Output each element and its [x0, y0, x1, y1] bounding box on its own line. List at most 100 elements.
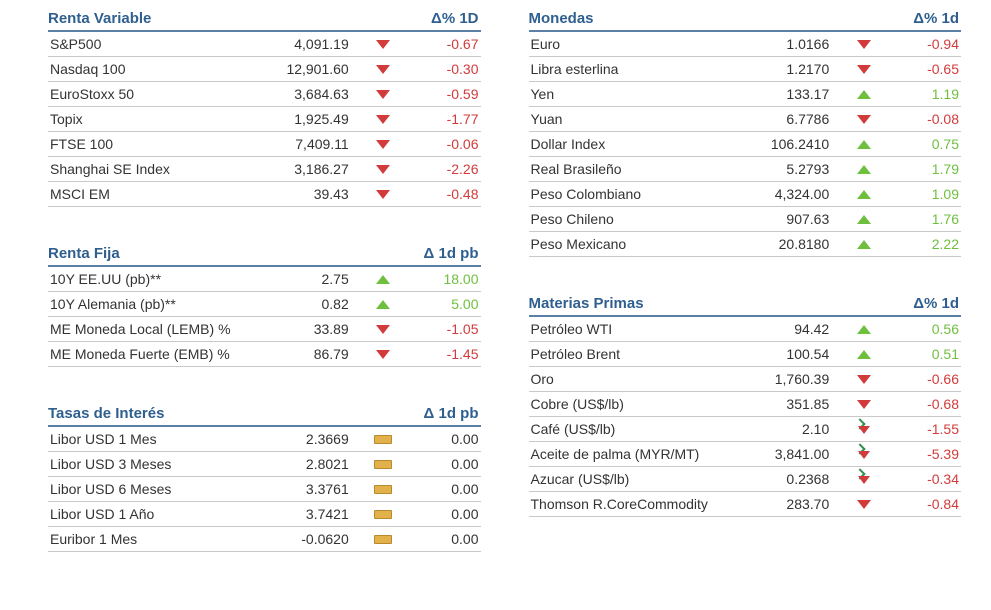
left-column: Renta VariableΔ% 1DS&P5004,091.19-0.67Na… — [48, 8, 481, 588]
instrument-name: Thomson R.CoreCommodity — [529, 492, 737, 517]
arrow-down-icon — [376, 65, 390, 74]
arrow-up-icon — [376, 275, 390, 284]
instrument-change: -0.66 — [896, 367, 961, 392]
direction-cell — [831, 442, 896, 467]
block-title: Monedas — [529, 10, 914, 27]
arrow-up-icon — [376, 300, 390, 309]
arrow-down-icon — [857, 115, 871, 124]
market-table: S&P5004,091.19 -0.67Nasdaq 10012,901.60-0… — [48, 32, 481, 207]
instrument-name: 10Y Alemania (pb)** — [48, 292, 256, 317]
instrument-change: -0.30 — [416, 57, 481, 82]
instrument-value: 3,684.63 — [256, 82, 351, 107]
direction-cell — [351, 292, 416, 317]
direction-cell — [831, 32, 896, 57]
instrument-value: -0.0620 — [256, 527, 351, 552]
arrow-down-icon — [857, 400, 871, 409]
table-row: Petróleo Brent100.540.51 — [529, 342, 962, 367]
instrument-change: -0.08 — [896, 107, 961, 132]
instrument-name: Peso Chileno — [529, 207, 737, 232]
block-title: Renta Variable — [48, 10, 431, 27]
instrument-change: -1.05 — [416, 317, 481, 342]
instrument-change: 1.19 — [896, 82, 961, 107]
instrument-name: FTSE 100 — [48, 132, 256, 157]
direction-cell — [831, 57, 896, 82]
block-title: Materias Primas — [529, 295, 914, 312]
arrow-up-icon — [857, 165, 871, 174]
block-delta-header: Δ% 1d — [913, 295, 961, 312]
instrument-change: -0.06 — [416, 132, 481, 157]
arrow-down-icon — [376, 190, 390, 199]
market-block: Renta FijaΔ 1d pb10Y EE.UU (pb)**2.7518.… — [48, 243, 481, 367]
table-row: Peso Colombiano4,324.001.09 — [529, 182, 962, 207]
instrument-name: Café (US$/lb) — [529, 417, 737, 442]
instrument-value: 4,324.00 — [736, 182, 831, 207]
direction-cell — [351, 267, 416, 292]
instrument-change: -5.39 — [896, 442, 961, 467]
market-table: Petróleo WTI94.420.56Petróleo Brent100.5… — [529, 317, 962, 517]
arrow-down-icon — [857, 375, 871, 384]
instrument-change: 1.09 — [896, 182, 961, 207]
instrument-change: -0.67 — [416, 32, 481, 57]
direction-cell — [351, 452, 416, 477]
instrument-change: 0.00 — [416, 452, 481, 477]
instrument-name: Libor USD 1 Año — [48, 502, 256, 527]
instrument-value: 3.3761 — [256, 477, 351, 502]
arrow-up-icon — [857, 325, 871, 334]
instrument-change: -1.77 — [416, 107, 481, 132]
market-dashboard: Renta VariableΔ% 1DS&P5004,091.19-0.67Na… — [0, 0, 991, 588]
table-row: Libra esterlina1.2170-0.65 — [529, 57, 962, 82]
direction-cell — [351, 107, 416, 132]
block-header: Renta VariableΔ% 1D — [48, 8, 481, 32]
instrument-change: -0.94 — [896, 32, 961, 57]
table-row: Shanghai SE Index3,186.27-2.26 — [48, 157, 481, 182]
instrument-name: Euro — [529, 32, 737, 57]
instrument-value: 2.3669 — [256, 427, 351, 452]
instrument-name: S&P500 — [48, 32, 256, 57]
instrument-value: 133.17 — [736, 82, 831, 107]
instrument-value: 0.82 — [256, 292, 351, 317]
tick-down-icon — [856, 422, 872, 434]
instrument-change: 2.22 — [896, 232, 961, 257]
instrument-value: 86.79 — [256, 342, 351, 367]
instrument-name: Yen — [529, 82, 737, 107]
instrument-value: 6.7786 — [736, 107, 831, 132]
instrument-change: -0.34 — [896, 467, 961, 492]
direction-cell — [351, 427, 416, 452]
instrument-value: 5.2793 — [736, 157, 831, 182]
instrument-name: Petróleo WTI — [529, 317, 737, 342]
market-block: Tasas de InterésΔ 1d pbLibor USD 1 Mes2.… — [48, 403, 481, 552]
instrument-name: Real Brasileño — [529, 157, 737, 182]
block-title: Tasas de Interés — [48, 405, 424, 422]
instrument-name: Libor USD 6 Meses — [48, 477, 256, 502]
instrument-name: Libor USD 3 Meses — [48, 452, 256, 477]
table-row: Azucar (US$/lb)0.2368-0.34 — [529, 467, 962, 492]
instrument-change: 0.51 — [896, 342, 961, 367]
table-row: 10Y EE.UU (pb)**2.7518.00 — [48, 267, 481, 292]
direction-cell — [351, 182, 416, 207]
instrument-value: 3,841.00 — [736, 442, 831, 467]
table-row: Café (US$/lb)2.10-1.55 — [529, 417, 962, 442]
instrument-name: Cobre (US$/lb) — [529, 392, 737, 417]
direction-cell — [351, 317, 416, 342]
table-row: ME Moneda Fuerte (EMB) %86.79-1.45 — [48, 342, 481, 367]
table-row: Nasdaq 10012,901.60-0.30 — [48, 57, 481, 82]
instrument-name: Shanghai SE Index — [48, 157, 256, 182]
direction-cell — [351, 32, 416, 57]
instrument-name: Azucar (US$/lb) — [529, 467, 737, 492]
table-row: FTSE 1007,409.11-0.06 — [48, 132, 481, 157]
flat-bar-icon — [374, 460, 392, 469]
instrument-value: 4,091.19 — [256, 32, 351, 57]
direction-cell — [351, 477, 416, 502]
instrument-name: ME Moneda Fuerte (EMB) % — [48, 342, 256, 367]
arrow-down-icon — [376, 90, 390, 99]
instrument-name: EuroStoxx 50 — [48, 82, 256, 107]
block-header: Materias PrimasΔ% 1d — [529, 293, 962, 317]
instrument-change: -0.84 — [896, 492, 961, 517]
direction-cell — [831, 367, 896, 392]
instrument-name: MSCI EM — [48, 182, 256, 207]
instrument-value: 2.10 — [736, 417, 831, 442]
arrow-down-icon — [376, 140, 390, 149]
table-row: 10Y Alemania (pb)**0.825.00 — [48, 292, 481, 317]
instrument-change: -2.26 — [416, 157, 481, 182]
instrument-name: Nasdaq 100 — [48, 57, 256, 82]
